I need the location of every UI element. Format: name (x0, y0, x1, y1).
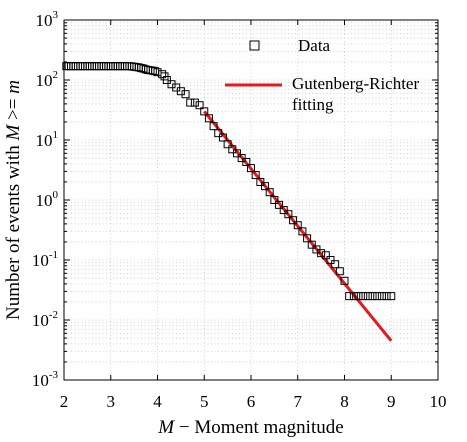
data-point (340, 276, 349, 285)
x-tick-label: 4 (153, 392, 162, 411)
data-series (62, 62, 396, 301)
x-tick-label: 2 (60, 392, 69, 411)
data-point (148, 66, 157, 75)
data-point (64, 62, 73, 71)
data-point (232, 149, 241, 158)
x-tick-label: 10 (430, 392, 447, 411)
data-point (228, 145, 237, 154)
data-point (293, 221, 302, 230)
data-point (335, 267, 344, 276)
y-tick-label: 10-2 (32, 309, 58, 330)
data-point (176, 87, 185, 96)
y-tick-label: 103 (36, 9, 59, 30)
data-point (90, 62, 99, 71)
data-point (209, 122, 218, 131)
data-point (354, 292, 363, 301)
y-tick-labels: 10-3 10-2 10-1 100 101 102 103 (32, 9, 59, 390)
data-point (321, 251, 330, 260)
data-point (270, 196, 279, 204)
data-point (76, 62, 85, 71)
data-point (74, 62, 83, 71)
x-tick-label: 3 (107, 392, 116, 411)
data-point (331, 260, 340, 269)
data-point (158, 70, 167, 79)
data-point (317, 249, 326, 258)
y-tick-label: 10-3 (32, 369, 59, 390)
data-point (223, 140, 232, 149)
data-point (113, 62, 122, 71)
data-point (307, 240, 316, 249)
legend-label-fit-line2: fitting (292, 95, 334, 114)
axis-ticks (63, 19, 439, 381)
x-axis-label: M − Moment magnitude (157, 417, 343, 438)
data-point (102, 62, 111, 71)
data-point (162, 76, 171, 84)
data-point (298, 227, 307, 236)
data-point (289, 216, 298, 225)
legend-label-fit: Gutenberg-Richter (292, 74, 419, 93)
data-point (95, 62, 104, 71)
data-point (85, 62, 94, 71)
data-point (303, 234, 312, 243)
data-point (326, 256, 335, 264)
data-point (111, 62, 120, 71)
data-point (88, 62, 97, 71)
data-point (251, 171, 260, 180)
data-point (97, 62, 106, 71)
data-point (204, 114, 213, 123)
x-tick-label: 9 (387, 392, 396, 411)
data-point (195, 101, 204, 110)
data-point (349, 292, 358, 301)
data-point (71, 62, 80, 71)
data-point (78, 62, 87, 71)
data-point (200, 107, 209, 116)
data-point (83, 62, 92, 71)
data-point (387, 292, 396, 301)
data-point (116, 62, 125, 71)
data-point (265, 188, 274, 197)
x-tick-label: 8 (340, 392, 349, 411)
legend-label-data: Data (298, 36, 331, 55)
x-tick-label: 5 (200, 392, 209, 411)
data-point (99, 62, 108, 71)
data-point (92, 62, 101, 71)
data-point (186, 98, 195, 107)
y-tick-label: 102 (36, 69, 59, 90)
data-point (279, 206, 288, 215)
data-point (247, 164, 255, 173)
data-point (284, 210, 293, 219)
data-point (190, 98, 199, 107)
data-point (67, 62, 76, 71)
data-point (377, 292, 386, 301)
data-point (363, 292, 372, 301)
data-point (120, 62, 129, 71)
data-point (345, 292, 354, 301)
data-point (373, 292, 382, 301)
x-tick-label: 6 (247, 392, 256, 411)
data-point (218, 133, 227, 142)
data-point (153, 68, 162, 77)
data-point (123, 62, 132, 71)
x-tick-labels: 2 3 4 5 6 7 8 9 10 (60, 392, 447, 411)
legend: Data Gutenberg-Richter fitting (225, 36, 419, 114)
y-tick-label: 101 (36, 129, 59, 150)
y-tick-label: 10-1 (32, 249, 58, 270)
data-point (242, 157, 251, 166)
data-point (81, 62, 90, 71)
y-tick-label: 100 (36, 189, 59, 210)
x-tick-label: 7 (294, 392, 303, 411)
data-point (214, 129, 223, 138)
data-point (181, 90, 190, 99)
data-point (359, 292, 368, 301)
data-point (69, 62, 78, 71)
data-point (256, 177, 265, 186)
data-point (382, 292, 391, 301)
data-point (275, 200, 284, 209)
y-axis-label: Number of events with M >= m (3, 80, 24, 320)
legend-marker-data (249, 40, 260, 51)
data-point (368, 292, 377, 301)
data-point (261, 182, 270, 191)
data-point (118, 62, 127, 71)
